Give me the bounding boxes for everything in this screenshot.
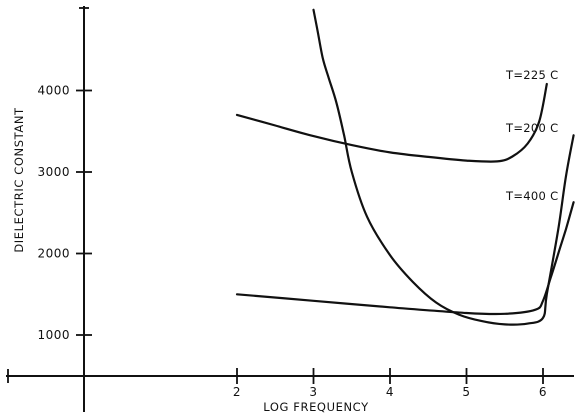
x-axis-title: LOG FREQUENCY	[263, 400, 369, 414]
curve-labels: T=225 C T=200 C T=400 C	[505, 68, 558, 203]
curves	[235, 8, 575, 326]
y-tick-label: 3000	[37, 165, 70, 179]
curve-label: T=200 C	[505, 121, 558, 135]
x-tick-label: 6	[539, 385, 547, 399]
y-tick-label: 1000	[37, 328, 70, 342]
curve-label: T=225 C	[505, 68, 558, 82]
x-tick-label: 4	[386, 385, 394, 399]
y-tick-label: 2000	[37, 247, 70, 261]
curve-t400	[235, 201, 575, 316]
x-tick-label: 2	[233, 385, 241, 399]
curve-t200	[312, 8, 575, 326]
y-tick-label: 4000	[37, 84, 70, 98]
x-ticks: 234567	[233, 368, 547, 399]
curve-label: T=400 C	[505, 189, 558, 203]
curve-t225	[235, 82, 548, 163]
x-tick-label: 5	[462, 385, 470, 399]
x-tick-label: 3	[309, 385, 317, 399]
y-axis-title: DIELECTRIC CONSTANT	[12, 107, 26, 253]
y-ticks: 1000 2000 3000 4000	[37, 84, 92, 342]
axes	[6, 6, 574, 412]
